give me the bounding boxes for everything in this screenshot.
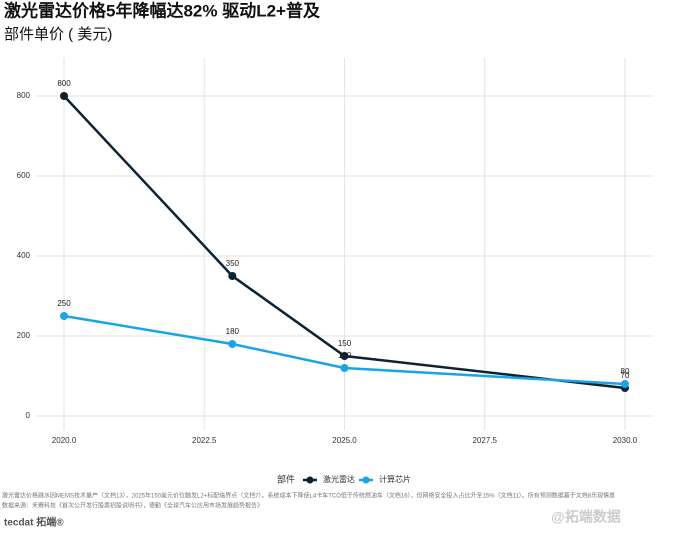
- series-line: [63, 314, 626, 386]
- data-label: 180: [226, 327, 240, 336]
- data-point: [340, 364, 349, 372]
- data-label: 70: [621, 371, 630, 380]
- data-label: 350: [226, 259, 240, 268]
- data-point: [340, 352, 349, 360]
- logo: tecdat 拓端®: [4, 516, 64, 529]
- series-line: [63, 95, 626, 390]
- x-tick-label: 2022.5: [192, 436, 217, 445]
- legend-swatch: [306, 476, 314, 484]
- data-point: [228, 272, 237, 280]
- data-label: 250: [57, 299, 71, 308]
- x-tick-label: 2020.0: [52, 436, 77, 445]
- watermark: @拓端数据: [551, 509, 621, 525]
- y-tick-label: 400: [17, 251, 31, 260]
- data-point: [228, 340, 237, 348]
- chart-subtitle: 部件单价 ( 美元): [4, 26, 112, 43]
- data-label: 150: [338, 339, 352, 348]
- caption: 数据来源：禾赛科技《首次公开发行股票招股说明书》，德勤《全球汽车公应用市场发展趋…: [2, 502, 263, 510]
- legend-label: 激光雷达: [323, 474, 355, 484]
- data-label: 80: [621, 367, 630, 376]
- x-tick-label: 2027.5: [472, 436, 497, 445]
- data-label: 120: [338, 351, 352, 360]
- chart-title: 激光雷达价格5年降幅达82% 驱动L2+普及: [4, 0, 321, 20]
- data-point: [620, 380, 629, 388]
- data-label: 800: [57, 79, 71, 88]
- y-tick-label: 200: [17, 331, 31, 340]
- data-point: [60, 92, 69, 100]
- y-tick-label: 800: [17, 91, 31, 100]
- data-point: [60, 312, 69, 320]
- y-tick-label: 0: [26, 411, 31, 420]
- y-tick-label: 600: [17, 171, 31, 180]
- legend-swatch: [362, 476, 370, 484]
- legend-label: 计算芯片: [379, 474, 411, 484]
- legend-title: 部件: [277, 473, 295, 484]
- x-tick-label: 2030.0: [613, 436, 638, 445]
- x-tick-label: 2025.0: [332, 436, 357, 445]
- caption: 激光雷达价格跳水因MEMS技术量产（文档13），2025年150美元价位触发L2…: [2, 492, 615, 500]
